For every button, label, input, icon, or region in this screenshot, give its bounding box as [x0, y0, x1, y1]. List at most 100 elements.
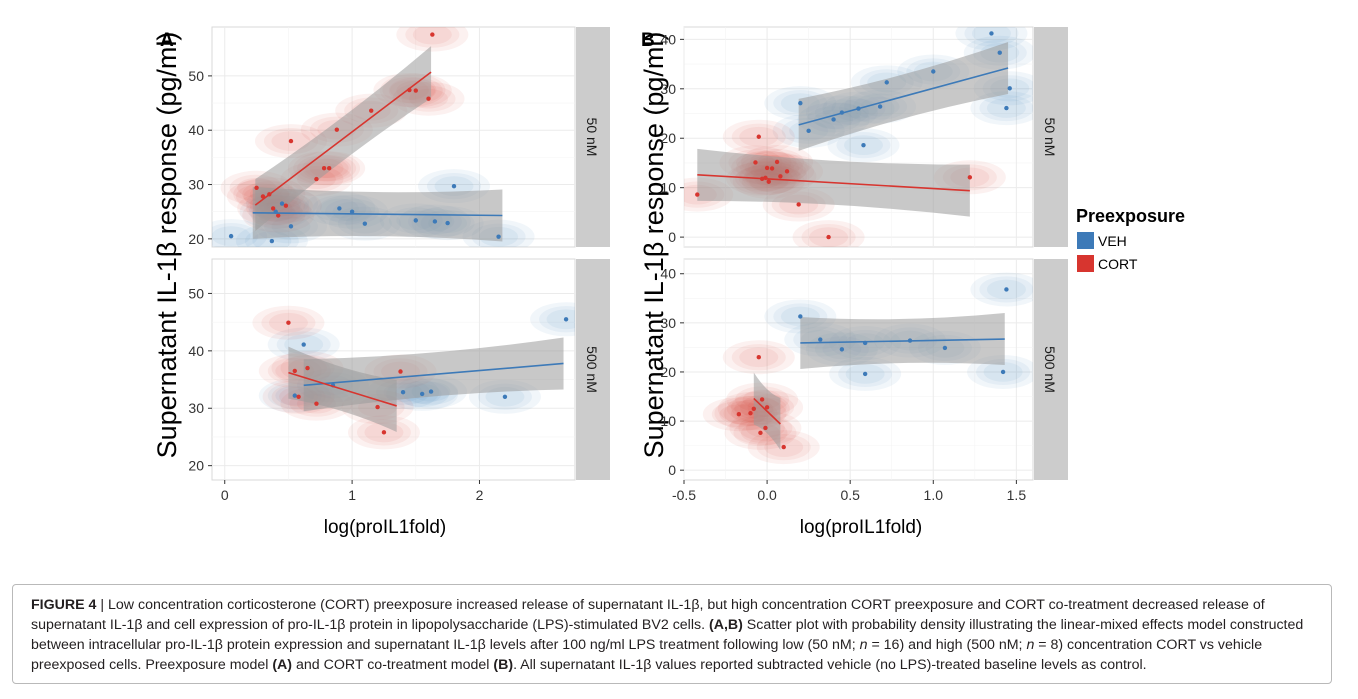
data-point-veh [989, 31, 994, 36]
plot-area [252, 302, 575, 450]
data-point-cort [756, 355, 761, 360]
data-point-veh [419, 391, 425, 397]
data-point-veh [1007, 86, 1012, 91]
data-point-veh [798, 314, 803, 319]
y-tick-label: 0 [668, 229, 676, 245]
data-point-cort [288, 138, 294, 144]
y-tick-label: 40 [188, 122, 204, 138]
data-point-cort [286, 320, 291, 325]
data-point-cort [254, 185, 259, 190]
data-point-veh [1004, 105, 1009, 111]
panel-letter-a: A [160, 30, 174, 51]
data-point-veh [349, 209, 355, 214]
data-point-cort [276, 213, 281, 218]
data-point-veh [445, 220, 450, 226]
data-point-cort [413, 88, 418, 93]
data-point-cort [796, 202, 801, 207]
fit-line-cort [288, 371, 397, 407]
panels-group: 50 nM 20 30 40 50 500 nM 20 30 40 50 0 1 2 50 nM 0 10 20… [188, 26, 1068, 503]
fit-line-veh [252, 211, 503, 217]
caption-text-2: Scatter plot with probability density il… [31, 617, 1304, 653]
plot-area [684, 27, 1033, 247]
y-tick-label: 30 [188, 400, 204, 416]
data-point-cort [778, 174, 783, 179]
caption-ref-b: (B) [493, 657, 514, 673]
y-tick-label: 30 [660, 81, 676, 97]
density-contour [212, 223, 259, 247]
data-point-cort [764, 165, 770, 171]
y-axis-label-a: Supernatant IL-1β response (pg/ml) [152, 32, 182, 459]
panel-b-500nm: 500 nM 0 10 20 30 40 -0.5 0.0 0.5 1.0 1.5 [660, 258, 1068, 503]
data-point-cort [430, 32, 435, 37]
data-point-cort [766, 179, 771, 184]
panel-b-50nm: 50 nM 0 10 20 30 40 [660, 26, 1068, 248]
data-point-cort [314, 401, 319, 406]
y-tick-label: 40 [188, 343, 204, 359]
x-tick-label: 1.0 [924, 487, 944, 503]
data-point-veh [997, 50, 1002, 55]
y-tick-label: 30 [660, 315, 676, 331]
x-axis-label-a: log(proIL1fold) [324, 517, 447, 538]
legend-swatch-veh [1077, 232, 1094, 249]
density-contour [970, 272, 1033, 307]
data-point-veh [818, 337, 823, 342]
data-point-veh [269, 238, 275, 244]
legend: Preexposure VEH CORT [1076, 206, 1185, 272]
density-contour [970, 91, 1033, 126]
data-point-veh [798, 100, 803, 106]
y-tick-label: 40 [660, 266, 676, 282]
data-point-cort [781, 444, 786, 450]
figure-canvas: Supernatant IL-1β response (pg/ml) Super… [152, 26, 1185, 538]
facet-strip-label: 50 nM [584, 118, 600, 157]
data-point-cort [270, 206, 276, 211]
x-axis-label-b: log(proIL1fold) [800, 517, 923, 538]
data-point-veh [288, 224, 294, 229]
panel-a-50nm: 50 nM 20 30 40 50 [188, 26, 610, 248]
facet-strip-label: 50 nM [1042, 118, 1058, 157]
caption-ref-ab: (A,B) [708, 617, 743, 633]
data-point-cort [369, 108, 374, 113]
data-point-veh [563, 317, 569, 322]
facet-strip [1034, 259, 1068, 480]
facet-strip [1034, 27, 1068, 247]
density-contour [964, 27, 1019, 47]
facet-strip [576, 27, 610, 247]
y-tick-label: 30 [188, 177, 204, 193]
data-point-cort [748, 411, 753, 416]
data-point-veh [362, 221, 368, 226]
legend-swatch-cort [1077, 255, 1094, 272]
panel-a-500nm: 500 nM 20 30 40 50 0 1 2 [188, 258, 610, 503]
caption-text-1: Low concentration corticosterone (CORT) … [31, 597, 1265, 633]
data-point-cort [753, 160, 758, 165]
caption-n-1: n [859, 637, 868, 653]
caption-text-6: . All supernatant IL-1β values reported … [513, 657, 1147, 673]
data-point-veh [884, 80, 889, 85]
x-tick-label: 0 [221, 487, 229, 503]
data-point-cort [305, 365, 310, 371]
caption-figure-label: FIGURE 4 [31, 597, 97, 613]
plot-area [702, 272, 1033, 465]
data-point-cort [826, 234, 831, 240]
data-point-cort [334, 127, 340, 132]
y-tick-label: 10 [660, 413, 676, 429]
y-axis-label-b: Supernatant IL-1β response (pg/ml) [639, 32, 669, 459]
data-point-cort [774, 159, 780, 165]
facet-strip-label: 500 nM [584, 346, 600, 393]
x-tick-label: 0.0 [757, 487, 777, 503]
panel-letter-b: B [641, 30, 655, 51]
figure-caption: FIGURE 4 | Low concentration corticoster… [12, 584, 1332, 684]
data-point-veh [502, 394, 508, 399]
data-point-cort [756, 134, 761, 139]
data-point-veh [400, 389, 406, 395]
density-contour [955, 27, 1028, 51]
legend-label-veh: VEH [1098, 233, 1127, 249]
density-contour [792, 220, 865, 247]
data-point-veh [1000, 369, 1006, 375]
density-contour [546, 309, 575, 330]
data-point-cort [695, 192, 700, 197]
data-point-cort [326, 166, 332, 171]
data-point-veh [877, 104, 883, 109]
data-point-veh [942, 345, 948, 351]
data-point-cort [314, 176, 319, 182]
fit-line-cort [753, 397, 781, 425]
